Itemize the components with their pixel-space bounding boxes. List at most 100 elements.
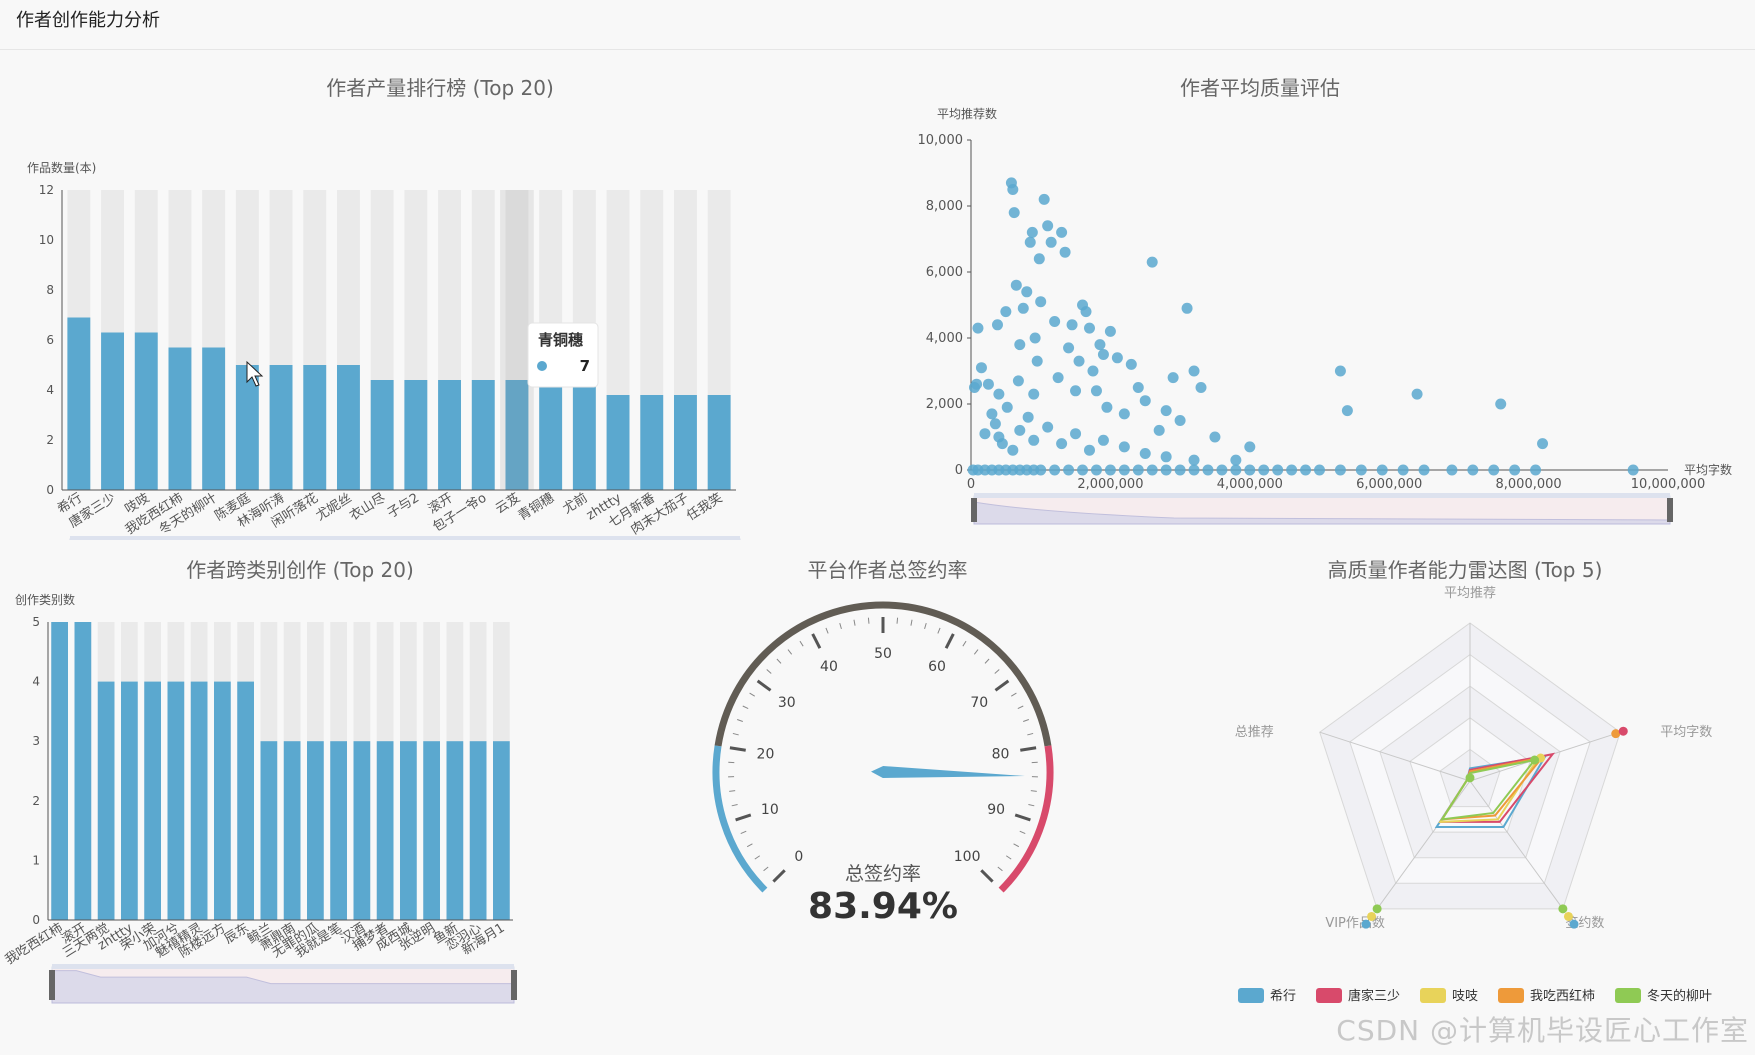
legend-swatch[interactable] [1498, 988, 1524, 1003]
bar [167, 681, 185, 920]
zoom-preview-area [973, 501, 1671, 525]
y-tick-label: 0 [955, 463, 963, 478]
zoom-handle-right[interactable] [1667, 498, 1673, 522]
scatter-point [1042, 220, 1054, 232]
scatter-point [1045, 236, 1057, 248]
scatter-point [1118, 441, 1130, 453]
output-rank-panel: 作者产量排行榜 (Top 20) 作品数量(本) 0 2 4 6 8 10 12 希行 唐家三少吱… [0, 50, 880, 540]
output-rank-title: 作者产量排行榜 (Top 20) [326, 76, 554, 100]
scatter-point [1258, 464, 1270, 476]
scatter-point [1244, 441, 1256, 453]
zoom-handle-left[interactable] [49, 970, 55, 1000]
legend-label[interactable]: 唐家三少 [1348, 988, 1400, 1004]
y-tick-label: 4 [32, 675, 40, 689]
legend-swatch[interactable] [1420, 988, 1446, 1003]
mouse-cursor-icon [246, 360, 264, 387]
radar-point [1618, 726, 1628, 736]
radar-indicator-label: 平均推荐 [1444, 586, 1496, 601]
bar [505, 380, 529, 490]
gauge-minor-tick [984, 658, 990, 664]
gauge-minor-tick [731, 804, 738, 807]
x-tick-label: 子与2 [385, 491, 422, 522]
legend-label[interactable]: 吱吱 [1452, 989, 1478, 1004]
radar-point [1569, 919, 1579, 929]
scatter-point [1063, 464, 1075, 476]
gauge-label: 100 [954, 849, 981, 865]
scatter-point [1083, 322, 1095, 334]
gauge-minor-tick [910, 619, 913, 626]
bar [640, 395, 664, 490]
gauge-label: 50 [874, 646, 892, 662]
legend-label[interactable]: 冬天的柳叶 [1647, 988, 1712, 1004]
page-header: 作者创作能力分析 [0, 0, 1755, 50]
radar-indicator-label: 总推荐 [1235, 725, 1274, 740]
y-tick-label: 0 [46, 483, 54, 497]
gauge-minor-tick [997, 866, 1003, 872]
x-tick-label: 我吃西红柿 [2, 920, 66, 968]
legend-swatch[interactable] [1615, 988, 1641, 1003]
zoom-handle-left[interactable] [971, 498, 977, 522]
scatter-point [1026, 226, 1038, 238]
scatter-point [1059, 246, 1071, 258]
cross-category-title: 作者跨类别创作 (Top 20) [186, 558, 414, 582]
scatter-point [1035, 464, 1047, 476]
scatter-point [1188, 365, 1200, 377]
radar-point [1611, 729, 1621, 739]
quality-scatter-panel: 作者平均质量评估 平均推荐数 平均字数 0 2,000 4,000 6,000 8,000 1… [880, 50, 1755, 540]
scatter-point [991, 319, 1003, 331]
bar [471, 380, 495, 490]
scatter-point [1314, 464, 1325, 476]
scatter-point [1029, 332, 1041, 344]
scatter-point [1146, 464, 1158, 476]
scatter-point [1007, 184, 1019, 195]
legend-swatch[interactable] [1238, 988, 1264, 1003]
scatter-point [1017, 302, 1029, 314]
y-tick-label: 2 [46, 433, 54, 447]
scatter-point [1001, 401, 1013, 413]
y-tick-label: 2 [32, 794, 40, 808]
y-tick-label: 8 [46, 283, 54, 297]
bar [376, 741, 394, 920]
watermark: CSDN @计算机毕设匠心工作室 [1336, 1014, 1749, 1047]
scatter-point [1230, 454, 1242, 466]
legend-label[interactable]: 我吃西红柿 [1530, 988, 1595, 1004]
y-tick-label: 8,000 [926, 199, 963, 214]
zoom-handle-right[interactable] [511, 970, 517, 1000]
radar-point [1372, 904, 1382, 914]
scatter-point [1160, 405, 1172, 417]
scatter-point [1118, 464, 1130, 476]
scatter-point [1031, 355, 1043, 367]
radar-point [1367, 911, 1377, 921]
radar-point [1361, 919, 1371, 929]
scatter-point [1111, 352, 1123, 364]
tooltip-name: 青铜穗 [538, 331, 583, 349]
page-title: 作者创作能力分析 [16, 10, 160, 31]
radar-point [1530, 755, 1540, 765]
scatter-point [1087, 365, 1099, 377]
legend-label[interactable]: 希行 [1270, 989, 1296, 1004]
gauge-label: 60 [928, 659, 946, 675]
gauge-major-tick [980, 869, 994, 883]
scatter-point [1209, 431, 1221, 443]
scatter-point [971, 378, 983, 390]
x-tick-label: 10,000,000 [1631, 477, 1705, 492]
bar [74, 622, 92, 920]
gauge-minor-tick [732, 732, 739, 736]
gauge-band-low [712, 745, 768, 893]
scatter-point [1104, 325, 1116, 337]
cross-category-chart[interactable]: 创作类别数012345我吃西红柿滚开三天两觉zhttty荣小荣加河兮魅禧精灵陈楼… [0, 540, 600, 1055]
bar [673, 395, 697, 490]
gauge-label: 0 [794, 849, 803, 865]
scatter-point [1000, 306, 1012, 318]
scatter-point [1090, 464, 1102, 476]
zoom-slider-bar [974, 493, 1670, 498]
legend-swatch[interactable] [1316, 988, 1342, 1003]
scatter-point [1146, 256, 1158, 268]
y-tick-label: 6 [46, 333, 54, 347]
bar [101, 332, 125, 490]
gauge-major-tick [811, 633, 822, 649]
radar-axis [1376, 780, 1471, 910]
